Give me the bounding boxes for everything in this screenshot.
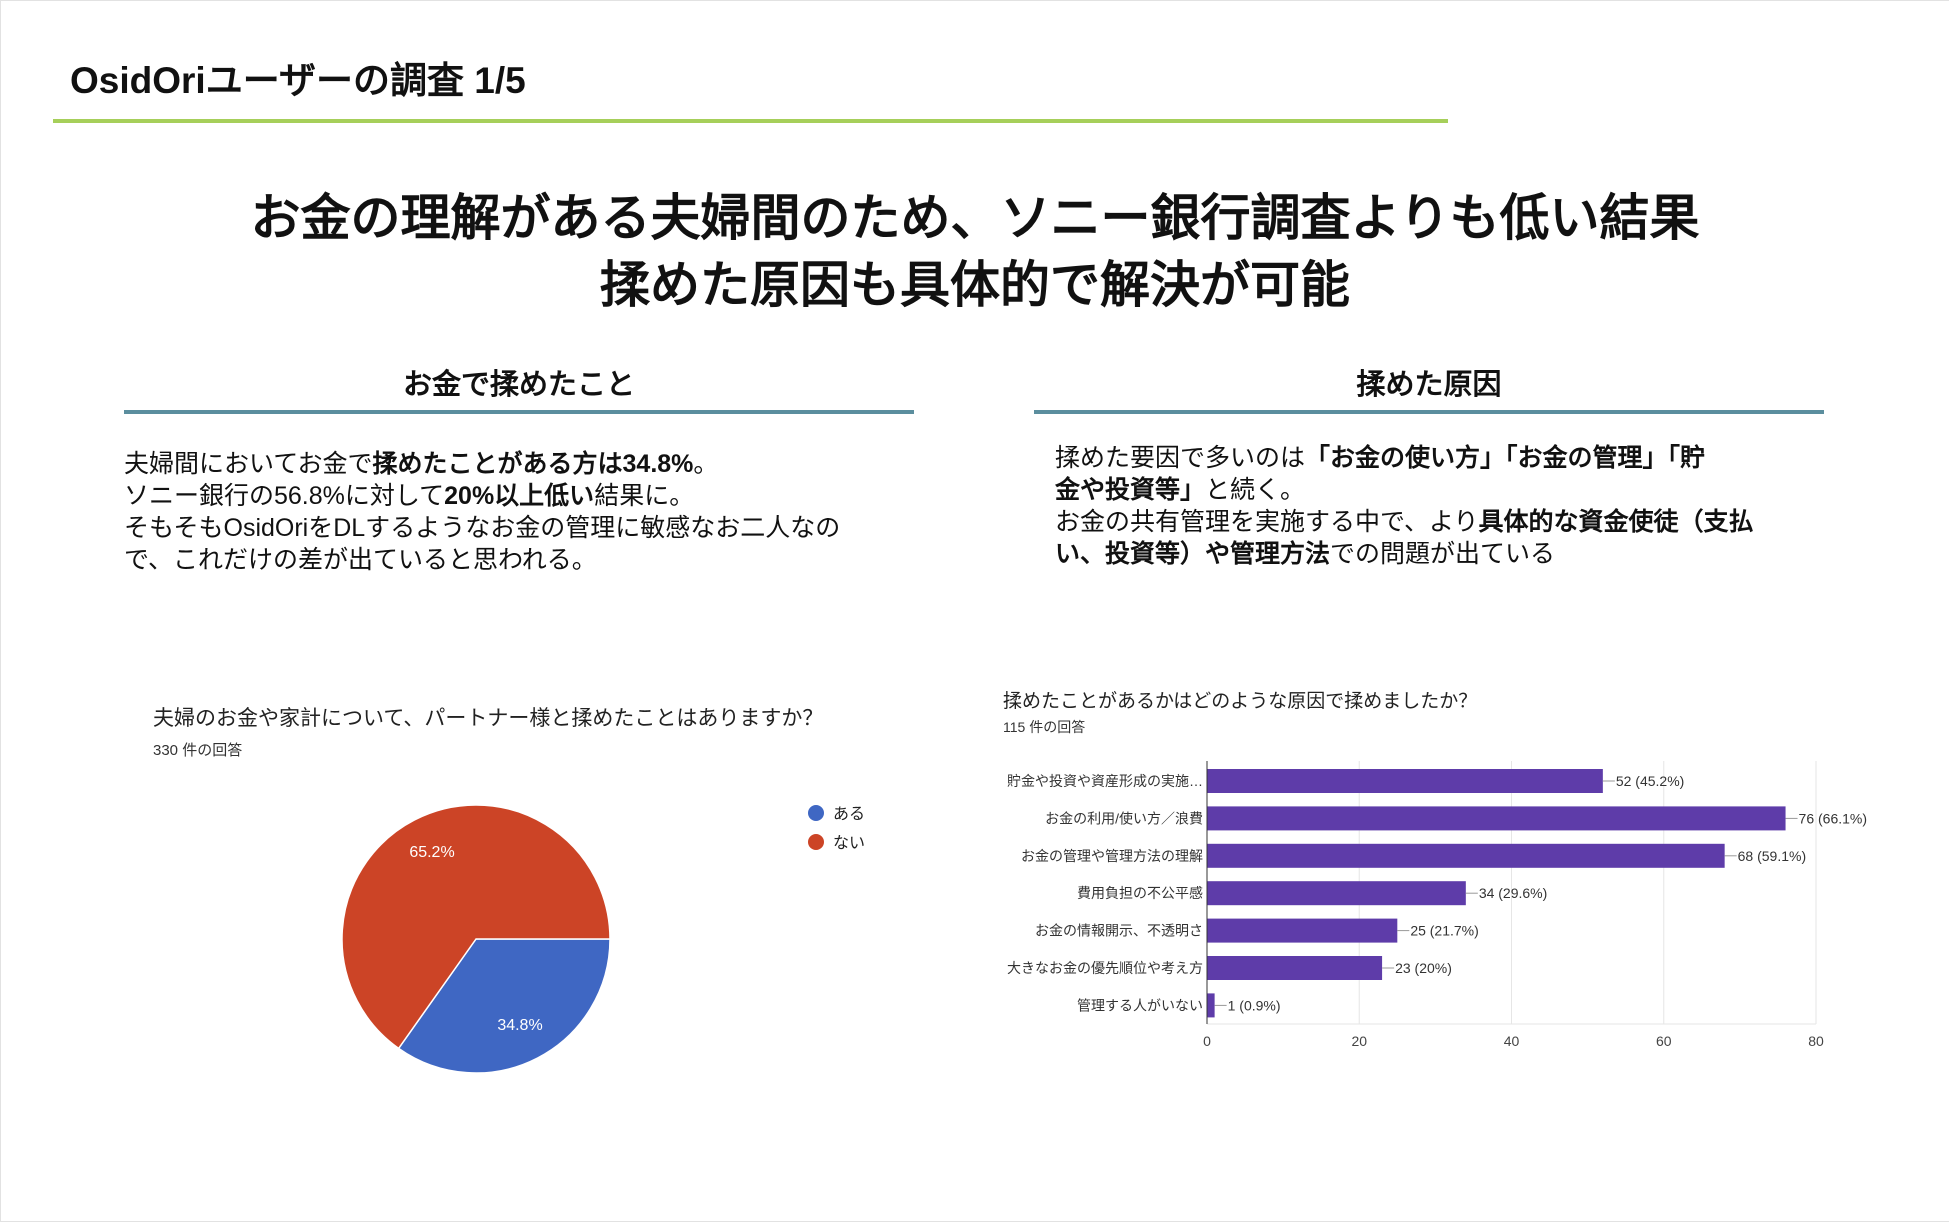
bold-text: 「お金の使い方」「お金の管理」「貯 <box>1305 444 1706 472</box>
y-category-label: お金の利用/使い方／浪費 <box>1045 810 1203 826</box>
data-label: 25 (21.7%) <box>1410 923 1478 939</box>
x-tick-label: 60 <box>1656 1033 1672 1049</box>
data-label: 76 (66.1%) <box>1799 810 1867 826</box>
text: ソニー銀行の56.8%に対して <box>124 482 445 510</box>
left-section-body: 夫婦間においてお金で揉めたことがある方は34.8%。 ソニー銀行の56.8%に対… <box>124 448 840 576</box>
headline-line-2: 揉めた原因も具体的で解決が可能 <box>600 257 1350 313</box>
body-line: 夫婦間においてお金で揉めたことがある方は34.8%。 <box>124 448 840 480</box>
title-divider <box>53 119 1448 123</box>
text: と続く。 <box>1205 476 1306 504</box>
y-category-label: お金の管理や管理方法の理解 <box>1021 848 1203 864</box>
data-label: 1 (0.9%) <box>1228 997 1281 1013</box>
text: 結果に。 <box>594 482 695 510</box>
right-section-rule <box>1034 410 1824 414</box>
body-line: 金や投資等」と続く。 <box>1055 474 1754 506</box>
y-category-label: お金の情報開示、不透明さ <box>1035 923 1203 939</box>
body-line: 揉めた要因で多いのは「お金の使い方」「お金の管理」「貯 <box>1055 442 1754 474</box>
data-label: 34 (29.6%) <box>1479 885 1547 901</box>
body-line: そもそもOsidOriをDLするようなお金の管理に敏感なお二人なの <box>124 514 841 542</box>
headline-line-1: お金の理解がある夫婦間のため、ソニー銀行調査よりも低い結果 <box>250 190 1700 246</box>
pie-chart: 34.8% ある 65.2% ない <box>341 804 865 1074</box>
x-tick-label: 0 <box>1203 1033 1211 1049</box>
bar <box>1207 769 1603 793</box>
text: お金の共有管理を実施する中で、より <box>1055 508 1479 536</box>
body-line: い、投資等）や管理方法での問題が出ている <box>1055 538 1754 570</box>
bar <box>1207 881 1466 906</box>
text: 夫婦間においてお金で <box>124 450 373 478</box>
legend-marker <box>808 834 824 850</box>
y-category-label: 管理する人がいない <box>1077 997 1203 1013</box>
body-line: ソニー銀行の56.8%に対して20%以上低い結果に。 <box>124 480 840 512</box>
data-label: 52 (45.2%) <box>1616 773 1684 789</box>
x-tick-label: 40 <box>1504 1033 1520 1049</box>
text: 揉めた要因で多いのは <box>1055 444 1306 472</box>
bold-text: 具体的な資金使徒（支払 <box>1478 508 1754 536</box>
pie-chart-subtitle: 330 件の回答 <box>153 742 243 759</box>
bar <box>1207 843 1725 868</box>
pie-slice-label: 65.2% <box>409 844 454 861</box>
legend-label: ない <box>833 834 865 852</box>
bar-chart-title: 揉めたことがあるかはどのような原因で揉めましたか？ <box>1003 691 1478 712</box>
text: での問題が出ている <box>1330 540 1556 568</box>
bold-text: 20%以上低い <box>444 482 595 510</box>
bar-chart: 0 20 40 60 80 貯金や投資や資産形成の実施… 52 (45.2%) お金の利用/使… <box>1007 761 1867 1049</box>
bold-text: い、投資等）や管理方法 <box>1055 540 1331 568</box>
body-line: お金の共有管理を実施する中で、より具体的な資金使徒（支払 <box>1055 506 1754 538</box>
bold-text: 金や投資等」 <box>1055 476 1206 504</box>
bar <box>1207 806 1786 831</box>
bold-text: 揉めたことがある方は34.8% <box>372 450 694 478</box>
y-category-label: 費用負担の不公平感 <box>1077 885 1203 901</box>
slide-title: OsidOriユーザーの調査 1/5 <box>70 60 526 101</box>
pie-slice-1 <box>341 804 611 1050</box>
text: 。 <box>693 450 719 478</box>
x-tick-label: 80 <box>1808 1033 1824 1049</box>
data-label: 23 (20%) <box>1395 960 1452 976</box>
y-category-label: 貯金や投資や資産形成の実施… <box>1007 773 1203 789</box>
bar <box>1207 918 1398 943</box>
bar-chart-subtitle: 115 件の回答 <box>1003 719 1086 735</box>
legend-marker <box>808 805 824 821</box>
pie-chart-title: 夫婦のお金や家計について、パートナー様と揉めたことはありますか？ <box>153 707 824 730</box>
pie-slice-label: 34.8% <box>497 1017 542 1034</box>
y-category-label: 大きなお金の優先順位や考え方 <box>1007 960 1203 976</box>
pie-slice-0 <box>397 938 611 1074</box>
bar <box>1207 993 1215 1018</box>
x-tick-label: 20 <box>1351 1033 1367 1049</box>
left-section-rule <box>124 410 914 414</box>
bar <box>1207 956 1383 980</box>
data-label: 68 (59.1%) <box>1738 848 1806 864</box>
body-line: で、これだけの差が出ていると思われる。 <box>124 546 597 574</box>
right-section-body: 揉めた要因で多いのは「お金の使い方」「お金の管理」「貯 金や投資等」と続く。 お… <box>1055 442 1754 570</box>
right-section-heading: 揉めた原因 <box>1356 369 1502 401</box>
left-section-heading: お金で揉めたこと <box>402 369 635 401</box>
legend-label: ある <box>833 805 865 823</box>
